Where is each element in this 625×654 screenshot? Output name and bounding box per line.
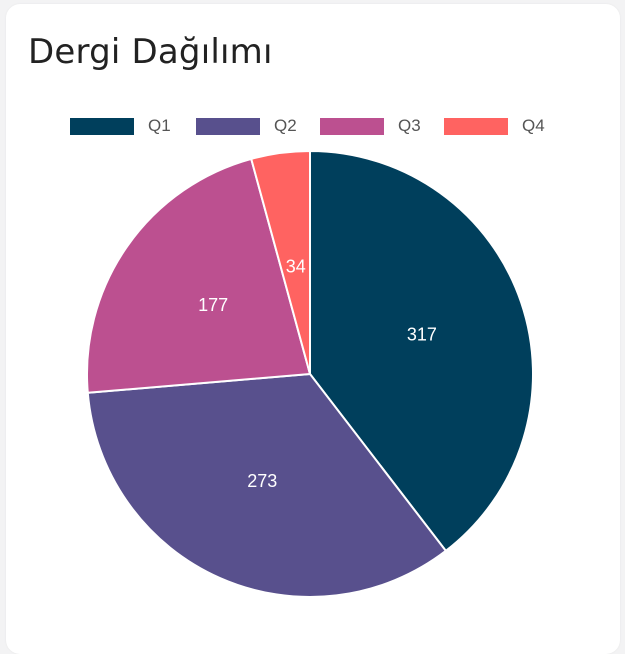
data-label-q1: 317	[407, 325, 437, 345]
chart-card: Dergi Dağılımı Q1 Q2 Q3 Q4 317 273 1	[6, 4, 620, 654]
legend-label-q1: Q1	[148, 116, 171, 135]
data-label-q3: 177	[198, 295, 228, 315]
pie-data-labels: 317 273 177 34	[198, 257, 437, 491]
chart-title: Dergi Dağılımı	[28, 32, 273, 72]
pie-slice-q2[interactable]	[86, 372, 448, 598]
chart-legend: Q1 Q2 Q3 Q4	[6, 112, 620, 140]
data-label-q2: 273	[247, 471, 277, 491]
legend-label-q2: Q2	[274, 116, 297, 135]
pie-slices	[86, 149, 534, 598]
legend-item-q3[interactable]: Q3	[320, 112, 421, 140]
legend-item-q2[interactable]: Q2	[196, 112, 297, 140]
legend-label-q3: Q3	[398, 116, 421, 135]
legend-item-q1[interactable]: Q1	[70, 112, 171, 140]
pie-slice-q1[interactable]	[309, 149, 534, 553]
legend-swatch-q4	[444, 117, 508, 135]
legend-swatch-q2	[196, 117, 260, 135]
legend-item-q4[interactable]: Q4	[444, 112, 545, 140]
pie-slice-q3[interactable]	[86, 157, 312, 394]
pie-chart: 317 273 177 34	[86, 149, 534, 598]
legend-swatch-q1	[70, 117, 134, 135]
pie-slice-q4[interactable]	[250, 149, 311, 375]
legend-label-q4: Q4	[522, 116, 545, 135]
legend-swatch-q3	[320, 117, 384, 135]
data-label-q4: 34	[286, 257, 306, 277]
